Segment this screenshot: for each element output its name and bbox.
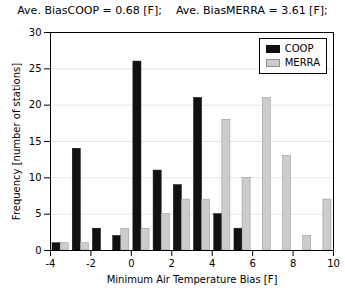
svg-text:20: 20 bbox=[29, 99, 42, 110]
html-text:MERRA: MERRA bbox=[284, 57, 320, 68]
svg-text:Minimum Air Temperature Bias [: Minimum Air Temperature Bias [F] bbox=[107, 274, 278, 285]
svg-text:Frequency [number of stations]: Frequency [number of stations] bbox=[11, 63, 22, 220]
svg-text:0: 0 bbox=[35, 245, 41, 256]
svg-text:25: 25 bbox=[29, 63, 42, 74]
svg-text:15: 15 bbox=[29, 136, 42, 147]
svg-text:8: 8 bbox=[290, 258, 296, 269]
svg-text:10: 10 bbox=[29, 172, 42, 183]
svg-text:4: 4 bbox=[209, 258, 215, 269]
html-text:Ave. BiasCOOP = 0.68 [F]; Ave.: Ave. BiasCOOP = 0.68 [F]; Ave. BiasMERRA… bbox=[17, 4, 328, 17]
svg-text:30: 30 bbox=[29, 27, 42, 38]
svg-text:-2: -2 bbox=[86, 258, 96, 269]
html-text:COOP: COOP bbox=[284, 43, 314, 54]
svg-text:-4: -4 bbox=[46, 258, 56, 269]
svg-text:0: 0 bbox=[128, 258, 134, 269]
svg-text:2: 2 bbox=[169, 258, 175, 269]
svg-text:5: 5 bbox=[35, 208, 41, 219]
svg-text:6: 6 bbox=[249, 258, 255, 269]
svg-text:10: 10 bbox=[327, 258, 340, 269]
